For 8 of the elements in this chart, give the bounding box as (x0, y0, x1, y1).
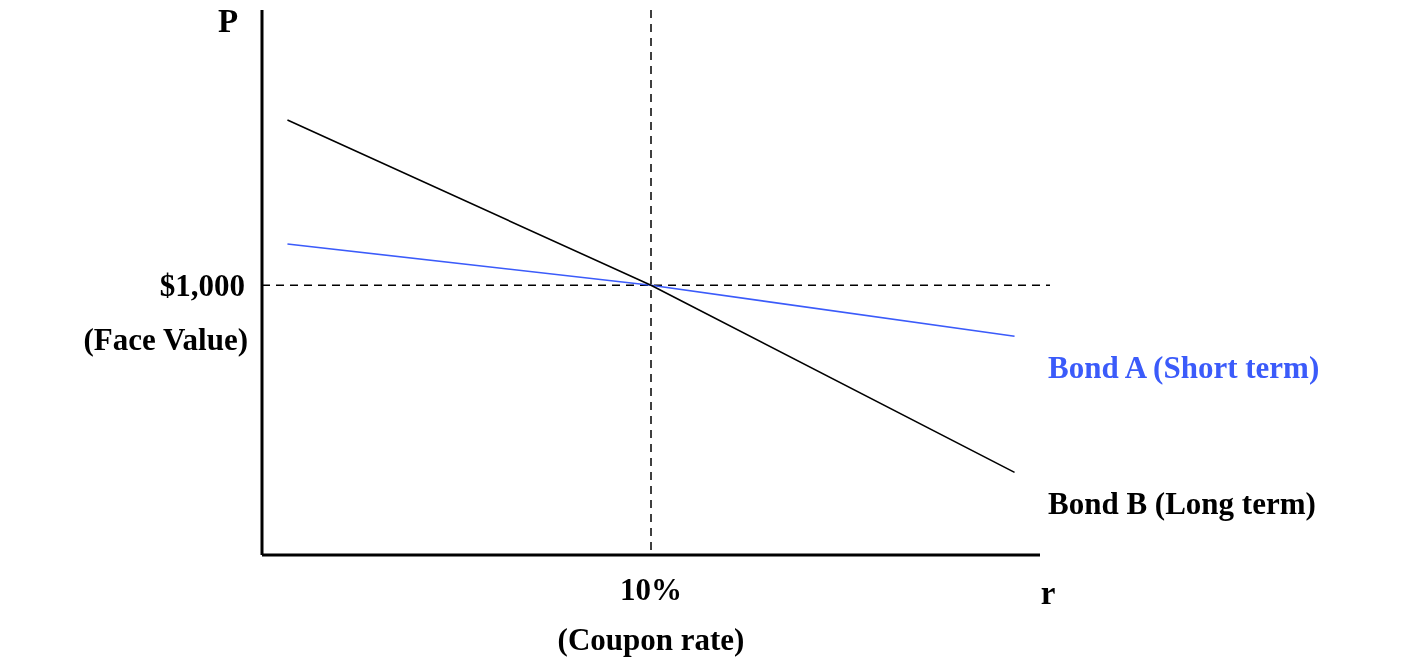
series-label: Bond B (Long term) (1048, 486, 1316, 522)
ref-line-label: (Face Value) (83, 322, 248, 358)
text: 10% (620, 572, 682, 607)
y-axis-title: P (217, 3, 239, 39)
text: (Coupon rate) (557, 622, 745, 657)
text: $1,000 (159, 268, 245, 304)
series-label: Bond A (Short term) (1048, 350, 1320, 386)
x-axis-title: r (1040, 575, 1056, 611)
